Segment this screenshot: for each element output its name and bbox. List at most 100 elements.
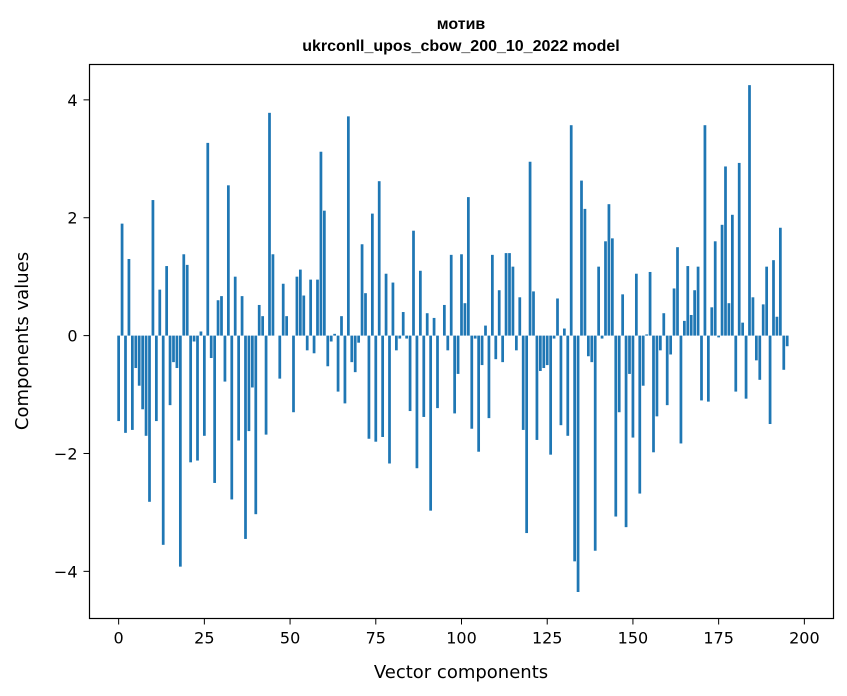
- bar-component-27: [209, 335, 213, 359]
- bar-component-142: [604, 241, 607, 336]
- bar-component-166: [686, 266, 690, 336]
- bar-component-22: [192, 335, 196, 342]
- bar-component-53: [298, 269, 302, 336]
- bar-component-140: [597, 266, 601, 336]
- bar-component-192: [775, 316, 779, 336]
- bar-component-86: [412, 230, 415, 336]
- bar-component-78: [384, 273, 388, 336]
- bar-component-112: [501, 335, 505, 363]
- bar-component-169: [696, 266, 700, 336]
- bar-component-100: [460, 254, 463, 336]
- bar-component-15: [168, 335, 172, 406]
- bar-component-185: [751, 297, 755, 336]
- bar-component-57: [312, 335, 316, 354]
- bar-component-131: [566, 335, 570, 436]
- bar-component-124: [542, 335, 546, 369]
- bar-component-87: [415, 335, 419, 469]
- bar-component-79: [388, 335, 391, 464]
- bar-component-80: [391, 282, 395, 336]
- y-axis-ticks: −4 −2 0 2 4: [54, 91, 90, 581]
- bar-component-77: [381, 335, 385, 437]
- bar-component-39: [250, 335, 254, 388]
- bar-component-24: [199, 331, 203, 336]
- bar-component-182: [741, 322, 745, 336]
- bar-component-121: [532, 291, 535, 336]
- bar-component-114: [508, 253, 511, 336]
- bar-component-136: [583, 208, 587, 336]
- bar-component-40: [254, 335, 258, 515]
- bar-component-111: [497, 290, 501, 336]
- bar-component-187: [758, 335, 762, 380]
- bar-component-3: [127, 258, 131, 336]
- bar-component-23: [196, 335, 199, 461]
- bar-component-117: [518, 297, 522, 336]
- bar-component-30: [220, 296, 223, 336]
- bar-component-2: [124, 335, 127, 433]
- bar-component-25: [202, 335, 206, 436]
- bar-component-195: [785, 335, 789, 347]
- bar-component-179: [730, 214, 734, 336]
- bar-component-127: [552, 335, 556, 339]
- bar-component-116: [514, 335, 518, 351]
- bar-component-168: [693, 290, 697, 336]
- bar-component-99: [456, 335, 460, 374]
- bar-component-84: [405, 335, 409, 339]
- bar-component-59: [319, 151, 323, 336]
- bar-component-6: [137, 335, 141, 386]
- bar-component-171: [703, 125, 707, 336]
- bar-component-144: [610, 238, 614, 336]
- chart-subtitle: ukrconll_upos_cbow_200_10_2022 model: [302, 38, 619, 55]
- bar-component-107: [484, 325, 487, 336]
- x-tick-label: 200: [789, 629, 820, 648]
- bar-component-91: [429, 335, 433, 511]
- bar-component-55: [305, 335, 309, 351]
- bar-component-109: [490, 254, 494, 336]
- bar-component-134: [576, 335, 580, 592]
- bar-component-180: [734, 335, 738, 392]
- bar-component-154: [645, 334, 649, 336]
- bar-component-106: [480, 335, 484, 366]
- bar-component-148: [624, 335, 628, 528]
- bar-component-162: [672, 288, 676, 336]
- bar-component-19: [182, 254, 186, 336]
- bar-component-90: [425, 313, 429, 336]
- bar-component-10: [151, 200, 155, 336]
- x-tick-label: 0: [114, 629, 124, 648]
- bar-component-164: [679, 335, 683, 444]
- bar-component-155: [648, 271, 652, 336]
- bar-component-105: [477, 335, 481, 452]
- bar-component-97: [449, 254, 453, 336]
- x-tick-label: 50: [280, 629, 300, 648]
- bar-component-110: [494, 335, 498, 360]
- bar-component-157: [655, 335, 659, 417]
- bar-component-76: [377, 181, 381, 336]
- bar-component-35: [237, 335, 241, 441]
- bar-component-75: [374, 335, 378, 442]
- bar-component-72: [364, 293, 367, 336]
- bar-component-102: [466, 197, 470, 336]
- bar-component-143: [607, 204, 611, 336]
- bar-component-13: [161, 335, 165, 545]
- bar-component-147: [621, 294, 625, 336]
- bar-component-67: [346, 116, 350, 336]
- x-tick-label: 175: [703, 629, 734, 648]
- bar-component-11: [154, 335, 158, 422]
- bar-component-193: [778, 227, 782, 336]
- bar-component-29: [216, 300, 220, 336]
- bar-component-159: [662, 313, 666, 336]
- bar-component-163: [676, 247, 679, 336]
- x-tick-label: 25: [194, 629, 214, 648]
- bar-component-45: [271, 254, 275, 336]
- bar-component-0: [117, 335, 121, 422]
- bar-component-69: [353, 335, 357, 373]
- bar-component-115: [511, 266, 515, 336]
- bar-component-172: [706, 335, 710, 402]
- y-tick-label: 4: [67, 91, 77, 110]
- bar-component-51: [292, 335, 295, 413]
- bar-component-82: [398, 335, 402, 339]
- plot-frame: [88, 63, 835, 620]
- bar-component-184: [748, 85, 751, 336]
- bar-component-150: [631, 335, 635, 438]
- bar-component-36: [240, 296, 244, 336]
- bar-component-170: [700, 335, 703, 401]
